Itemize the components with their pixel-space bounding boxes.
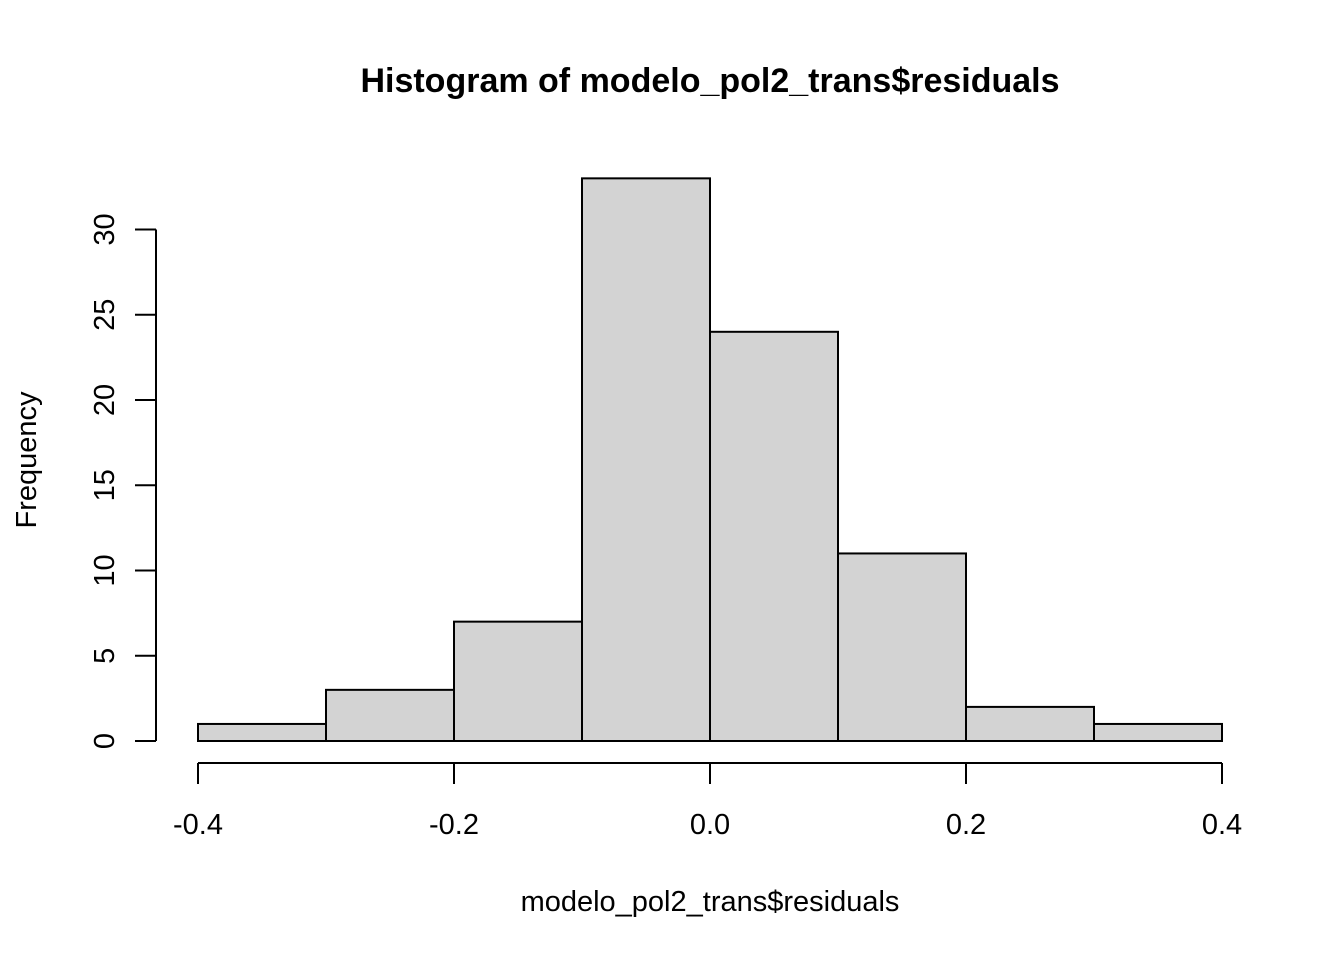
y-axis: 0 5 10 15 20 25 30 <box>89 213 157 749</box>
histogram-bar-6 <box>965 705 1095 743</box>
x-tick-label-4: 0.4 <box>1202 809 1242 841</box>
histogram-bar-7 <box>1093 722 1223 743</box>
y-tick-label-2: 10 <box>89 554 121 586</box>
histogram-bar-1 <box>325 688 455 742</box>
chart-title: Histogram of modelo_pol2_trans$residuals <box>360 62 1059 100</box>
y-tick-label-0: 0 <box>89 733 121 749</box>
y-tick-label-4: 20 <box>89 384 121 416</box>
histogram-bar-4 <box>709 330 839 742</box>
histogram-bar-2 <box>453 620 583 743</box>
x-tick-label-0: -0.4 <box>173 809 223 841</box>
y-tick-label-5: 25 <box>89 299 121 331</box>
bars-group <box>197 177 1223 743</box>
x-axis-label: modelo_pol2_trans$residuals <box>521 886 900 918</box>
x-tick-label-3: 0.2 <box>946 809 986 841</box>
x-tick-label-2: 0.0 <box>690 809 730 841</box>
histogram-bar-3 <box>581 177 711 743</box>
y-tick-label-1: 5 <box>89 648 121 664</box>
histogram-bar-0 <box>197 722 327 743</box>
x-tick-label-1: -0.2 <box>429 809 479 841</box>
histogram-bar-5 <box>837 552 967 743</box>
x-axis: -0.4 -0.2 0.0 0.2 0.4 <box>173 762 1242 841</box>
y-tick-label-6: 30 <box>89 213 121 245</box>
y-axis-label: Frequency <box>11 391 43 529</box>
y-tick-label-3: 15 <box>89 469 121 501</box>
